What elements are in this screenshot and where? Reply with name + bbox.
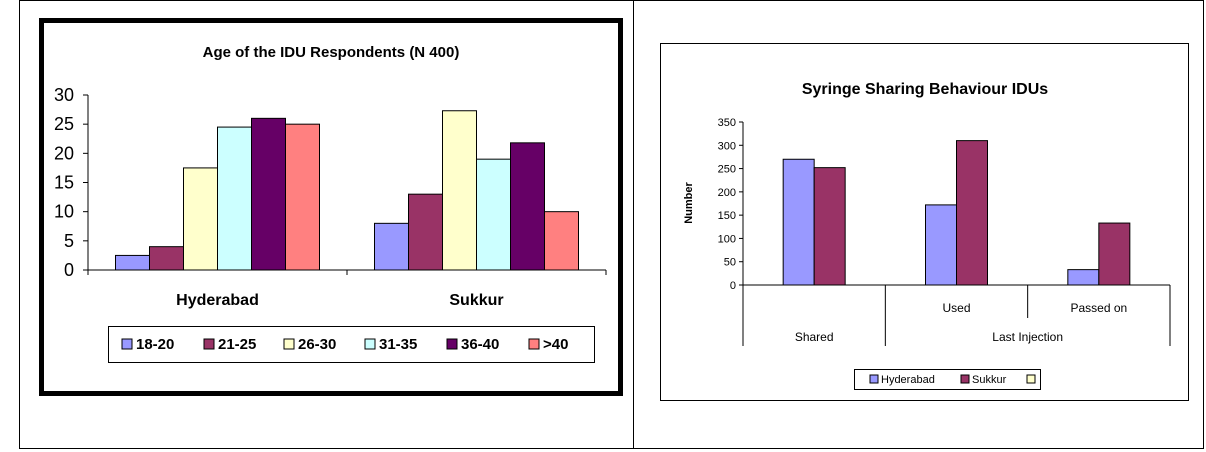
legend-swatch [203, 338, 215, 350]
y-tick-label: 350 [718, 117, 736, 129]
bar [476, 158, 511, 271]
y-tick-label: 25 [54, 114, 74, 134]
y-tick-label: 200 [718, 187, 736, 199]
legend-swatch [528, 338, 540, 350]
legend-swatch [869, 374, 879, 384]
legend-label: 31-35 [379, 336, 417, 353]
legend-label: 21-25 [218, 336, 256, 353]
bar [813, 167, 846, 286]
legend-label: >40 [543, 336, 568, 353]
category-label: Sukkur [449, 292, 503, 309]
category-label: Passed on [1070, 301, 1127, 315]
legend-label: Hyderabad [881, 374, 935, 386]
category-label: Used [942, 301, 970, 315]
y-tick-label: 0 [730, 280, 736, 292]
bar [442, 110, 477, 271]
y-tick-label: 30 [54, 85, 74, 105]
bar [183, 167, 218, 271]
bar [510, 142, 545, 271]
legend-swatch [121, 338, 133, 350]
y-tick-label: 150 [718, 210, 736, 222]
y-tick-label: 100 [718, 233, 736, 245]
age-chart-legend [108, 326, 595, 363]
bar [285, 123, 320, 271]
y-tick-label: 20 [54, 143, 74, 163]
y-tick-label: 5 [64, 231, 74, 251]
y-tick-label: 50 [724, 257, 736, 269]
bar [408, 193, 443, 271]
y-tick-label: 300 [718, 140, 736, 152]
bar [1067, 269, 1100, 286]
bar [782, 158, 815, 286]
bar [1098, 222, 1131, 286]
y-tick-label: 15 [54, 173, 74, 193]
legend-swatch [446, 338, 458, 350]
bar [925, 204, 957, 286]
syringe-chart-ylabel: Number [683, 182, 695, 224]
syringe-chart-title: Syringe Sharing Behaviour IDUs [802, 81, 1048, 98]
legend-swatch [364, 338, 376, 350]
group-label: Shared [795, 330, 834, 344]
table-divider [633, 0, 634, 449]
y-tick-label: 10 [54, 202, 74, 222]
legend-label: 18-20 [136, 336, 174, 353]
y-tick-label: 250 [718, 164, 736, 176]
category-label: Hyderabad [176, 292, 259, 309]
legend-swatch [1026, 374, 1036, 384]
syringe-chart-legend [854, 369, 1041, 390]
legend-swatch [283, 338, 295, 350]
age-chart-title: Age of the IDU Respondents (N 400) [203, 44, 460, 61]
legend-swatch [960, 374, 970, 384]
group-label: Last Injection [992, 330, 1063, 344]
syringe-chart-frame [660, 43, 1189, 401]
legend-label: 36-40 [461, 336, 499, 353]
bar [544, 211, 579, 271]
legend-label: 26-30 [298, 336, 336, 353]
bar [956, 140, 988, 286]
y-tick-label: 0 [64, 260, 74, 280]
legend-label: Sukkur [972, 374, 1007, 386]
